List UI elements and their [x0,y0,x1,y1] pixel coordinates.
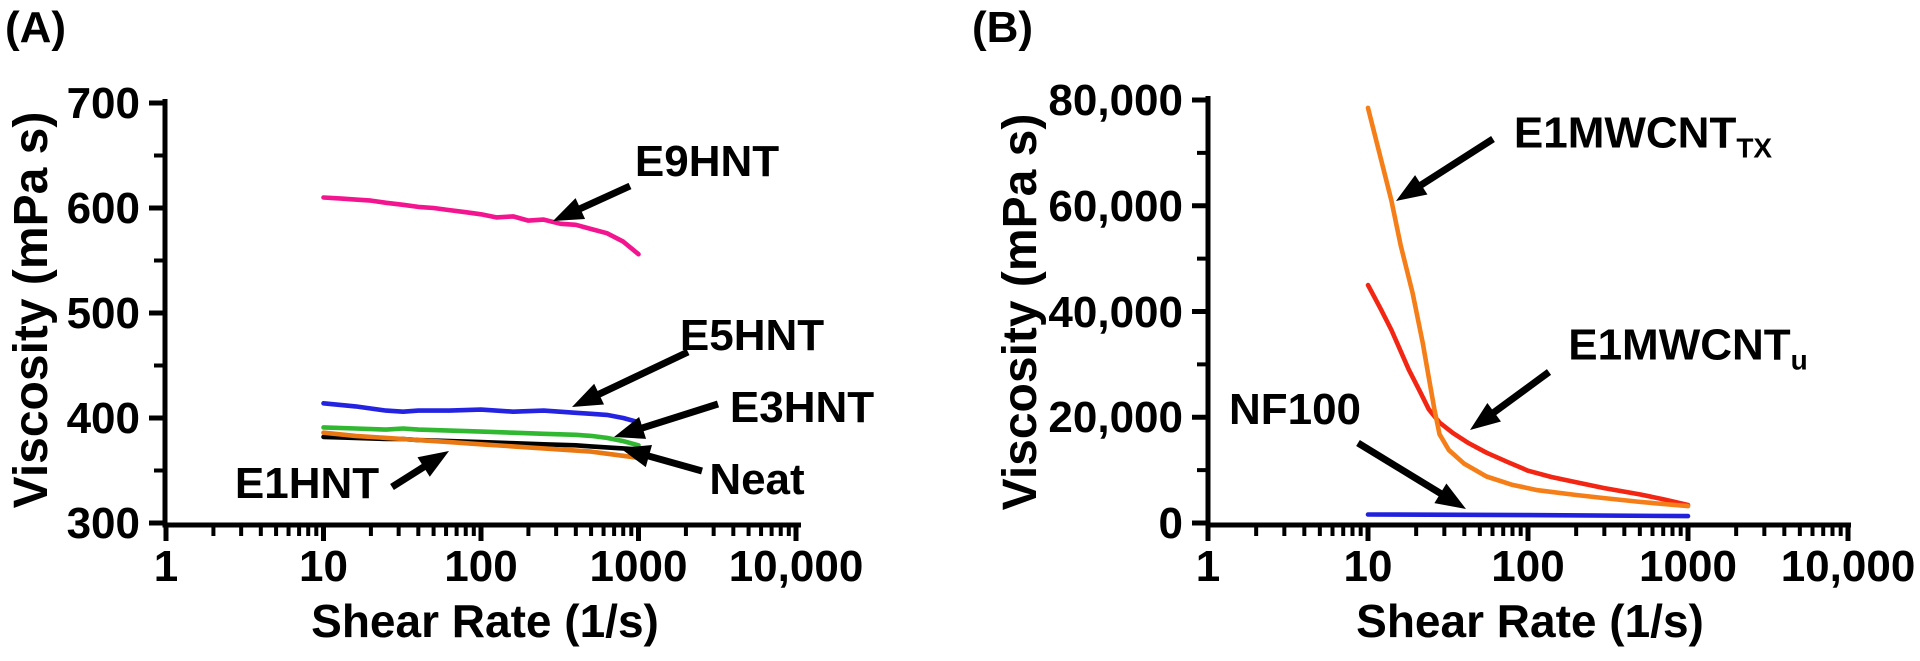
x-tick-label: 10 [1343,542,1393,591]
series-E1MWCNTtx [1365,105,1691,509]
x-tick-label: 10,000 [728,542,864,591]
x-tick-label: 1 [1195,542,1221,591]
x-tick-label: 10 [299,542,348,591]
y-tick-label: 700 [66,79,140,128]
panel-a-letter: (A) [5,3,67,52]
x-tick-label: 10,000 [1780,542,1916,591]
annotation-label-E9HNT: E9HNT [634,137,780,186]
series-E9HNT [321,195,641,257]
x-tick-label: 1 [153,542,179,591]
annotation-label-E1HNT: E1HNT [234,459,380,508]
annotation-arrowhead [572,383,605,407]
y-tick-label: 60,000 [1048,181,1183,231]
annotation-arrowhead [553,198,586,221]
y-tick-label: 400 [66,394,140,443]
annotation-arrowhead [1434,483,1466,509]
annotation-arrow-line [1356,440,1450,501]
annotation-label-NF100: NF100 [1228,385,1362,434]
series-E3HNT [321,425,641,448]
annotation-arrow-line [1412,136,1495,193]
y-tick-label: 300 [66,499,140,548]
annotation-label-E1MWCNTu: E1MWCNTu [1568,320,1808,376]
annotation-arrow-line [590,348,690,401]
panel-b-x-axis-title: Shear Rate (1/s) [1356,595,1704,647]
annotation-label-E1MWCNTTX: E1MWCNTTX [1513,108,1773,164]
annotation-arrow-line [571,182,632,216]
annotation-arrowhead [614,416,647,439]
annotation-label-E3HNT: E3HNT [729,383,875,432]
annotation-label-Neat: Neat [709,455,805,504]
annotation-arrow-line [640,450,703,475]
annotation-subscript: TX [1736,132,1773,164]
y-tick-label: 0 [1158,499,1183,548]
y-tick-label: 80,000 [1048,76,1183,125]
annotation-arrowhead [1396,175,1428,201]
x-tick-label: 1000 [589,542,688,591]
annotation-arrow-line [1485,369,1552,420]
annotation-arrow-line [633,400,720,434]
panel-b-letter: (B) [972,3,1034,52]
y-tick-label: 600 [66,184,140,233]
annotation-label-E5HNT: E5HNT [679,311,825,360]
x-tick-label: 100 [1491,542,1565,591]
annotation-arrowhead [620,445,652,468]
annotation-arrowhead [417,451,449,477]
annotation-arrowhead [1470,402,1501,430]
series-E1HNT [321,430,641,461]
series-E1MWCNTu [1365,282,1691,508]
y-tick-label: 20,000 [1048,393,1183,443]
panel-a-x-axis-title: Shear Rate (1/s) [311,595,659,647]
annotation-subscript: u [1790,344,1808,376]
y-tick-label: 40,000 [1048,287,1183,337]
y-tick-label: 500 [66,289,140,338]
x-tick-label: 1000 [1639,542,1737,591]
series-NF100 [1365,512,1691,519]
series-E5HNT [321,400,641,425]
x-tick-label: 100 [444,542,518,591]
